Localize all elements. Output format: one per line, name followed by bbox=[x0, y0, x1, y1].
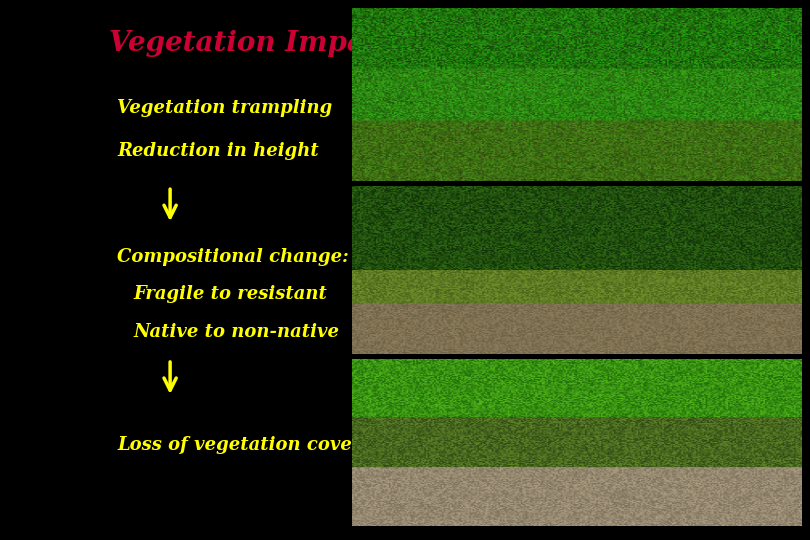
Text: Vegetation Impacts: Vegetation Impacts bbox=[109, 30, 411, 57]
Text: Reduction in height: Reduction in height bbox=[117, 142, 319, 160]
Text: Compositional change:: Compositional change: bbox=[117, 247, 349, 266]
Text: Fragile to resistant: Fragile to resistant bbox=[134, 285, 327, 303]
Text: Loss of vegetation cover: Loss of vegetation cover bbox=[117, 436, 362, 455]
Text: Vegetation trampling: Vegetation trampling bbox=[117, 99, 333, 117]
Text: Native to non-native: Native to non-native bbox=[134, 323, 339, 341]
